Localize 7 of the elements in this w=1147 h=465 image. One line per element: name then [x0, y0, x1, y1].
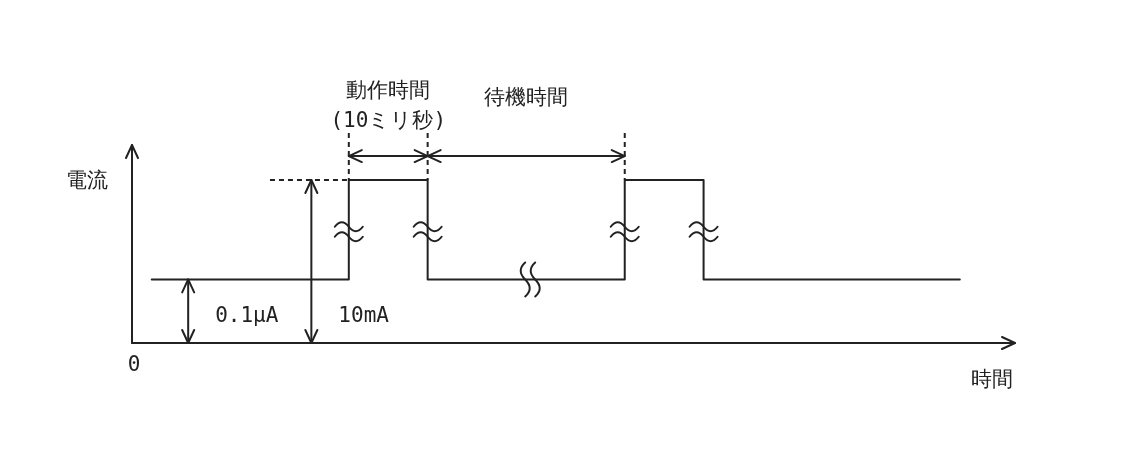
annotation: 0.1μA	[215, 303, 279, 328]
text: 0	[127, 352, 141, 376]
annotation: 10mA	[338, 303, 390, 328]
text: 待機時間	[484, 85, 569, 110]
text: 動作時間 (10ミリ秒)	[330, 78, 447, 133]
x-axis-title: 時間	[971, 367, 1013, 391]
y-axis-title: 電流	[66, 168, 108, 192]
